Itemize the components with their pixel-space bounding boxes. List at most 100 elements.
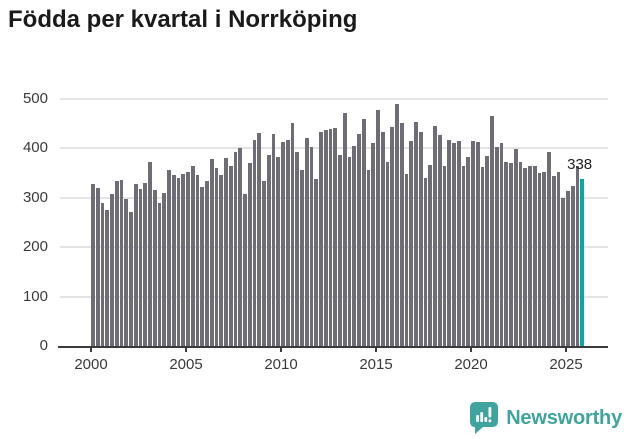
bar: [566, 191, 570, 346]
bar: [271, 133, 276, 346]
bar: [119, 179, 124, 346]
x-axis-tick: [470, 346, 472, 352]
x-axis-tick: [90, 346, 92, 352]
bar: [418, 131, 423, 346]
bar: [385, 161, 390, 346]
bar: [323, 129, 328, 346]
bar: [171, 175, 176, 346]
bar: [110, 193, 114, 346]
bar: [219, 175, 224, 346]
bar: [342, 113, 347, 346]
bar: [228, 166, 233, 346]
bar: [537, 173, 542, 346]
y-axis-labels: 0 100 200 300 400 500: [0, 90, 48, 359]
bar: [190, 166, 195, 346]
bar: [200, 186, 205, 346]
x-tick-label: 2000: [74, 356, 108, 373]
bar: [376, 110, 380, 346]
x-axis-labels: 2000 2005 2010 2015 2020 2025: [0, 356, 631, 376]
last-value-label: 338: [567, 156, 593, 174]
bar: [428, 165, 433, 346]
bar: [456, 141, 461, 346]
bar: [433, 126, 437, 346]
bar: [209, 159, 214, 346]
bar: [547, 152, 551, 346]
bar: [214, 167, 219, 346]
bar: [129, 211, 133, 346]
bar: [404, 173, 409, 346]
bar: [523, 167, 528, 346]
x-axis-line: [58, 346, 608, 348]
bar: [138, 188, 143, 346]
bar: [319, 132, 323, 346]
bar: [309, 147, 314, 346]
bar: [95, 187, 100, 346]
bar: [390, 127, 395, 346]
x-tick-label: 2020: [454, 356, 488, 373]
y-tick-label: 300: [22, 188, 48, 206]
bar: [499, 143, 504, 346]
bar: [224, 158, 228, 346]
bar: [371, 142, 376, 346]
bar: [556, 172, 561, 346]
bar: [105, 209, 110, 346]
bar: [395, 104, 399, 346]
bar: [532, 166, 537, 346]
bar: [133, 184, 138, 346]
bar: [314, 178, 319, 346]
bar: [347, 156, 352, 346]
bar: [333, 127, 338, 346]
bar: [380, 131, 385, 346]
bar: [361, 119, 366, 346]
bar: [366, 170, 371, 346]
bar: [437, 135, 442, 346]
bar: [176, 177, 181, 346]
x-tick-label: 2015: [359, 356, 393, 373]
x-tick-label: 2025: [549, 356, 583, 373]
bar: [162, 192, 167, 346]
bar: [238, 148, 243, 346]
bar: [285, 139, 290, 346]
x-axis-tick: [565, 346, 567, 352]
bar: [281, 142, 285, 346]
bar: [266, 154, 271, 346]
bar: [570, 186, 575, 346]
bar: [409, 141, 414, 346]
bar: [399, 123, 404, 346]
bar: [114, 181, 119, 346]
gridline: [60, 98, 608, 100]
newsworthy-wordmark: Newsworthy: [506, 407, 622, 429]
x-axis-tick: [280, 346, 282, 352]
bar: [91, 184, 95, 346]
bar: [452, 143, 456, 346]
bar: [518, 162, 523, 346]
bar: [423, 177, 428, 346]
bar: [509, 162, 513, 346]
y-tick-label: 500: [22, 90, 48, 107]
x-axis-tick: [375, 346, 377, 352]
bar: [494, 146, 499, 346]
bar: [466, 156, 471, 346]
bar: [205, 180, 209, 346]
bar: [262, 180, 266, 346]
x-tick-label: 2010: [264, 356, 298, 373]
bar: [181, 173, 186, 346]
bar: [295, 151, 300, 346]
bar: [471, 141, 475, 346]
x-axis-tick: [185, 346, 187, 352]
highlighted-bar: [580, 179, 585, 346]
bar: [352, 146, 357, 346]
bar: [447, 140, 452, 346]
bar: [233, 151, 238, 346]
bar: [528, 166, 532, 346]
bar: [575, 166, 580, 346]
newsworthy-logo: Newsworthy: [470, 402, 622, 435]
bar: [442, 166, 447, 346]
bar: [328, 128, 333, 346]
bar: [414, 121, 418, 346]
bar: [257, 132, 262, 346]
x-tick-label: 2005: [169, 356, 203, 373]
bar: [357, 133, 361, 346]
bar: [304, 137, 309, 346]
